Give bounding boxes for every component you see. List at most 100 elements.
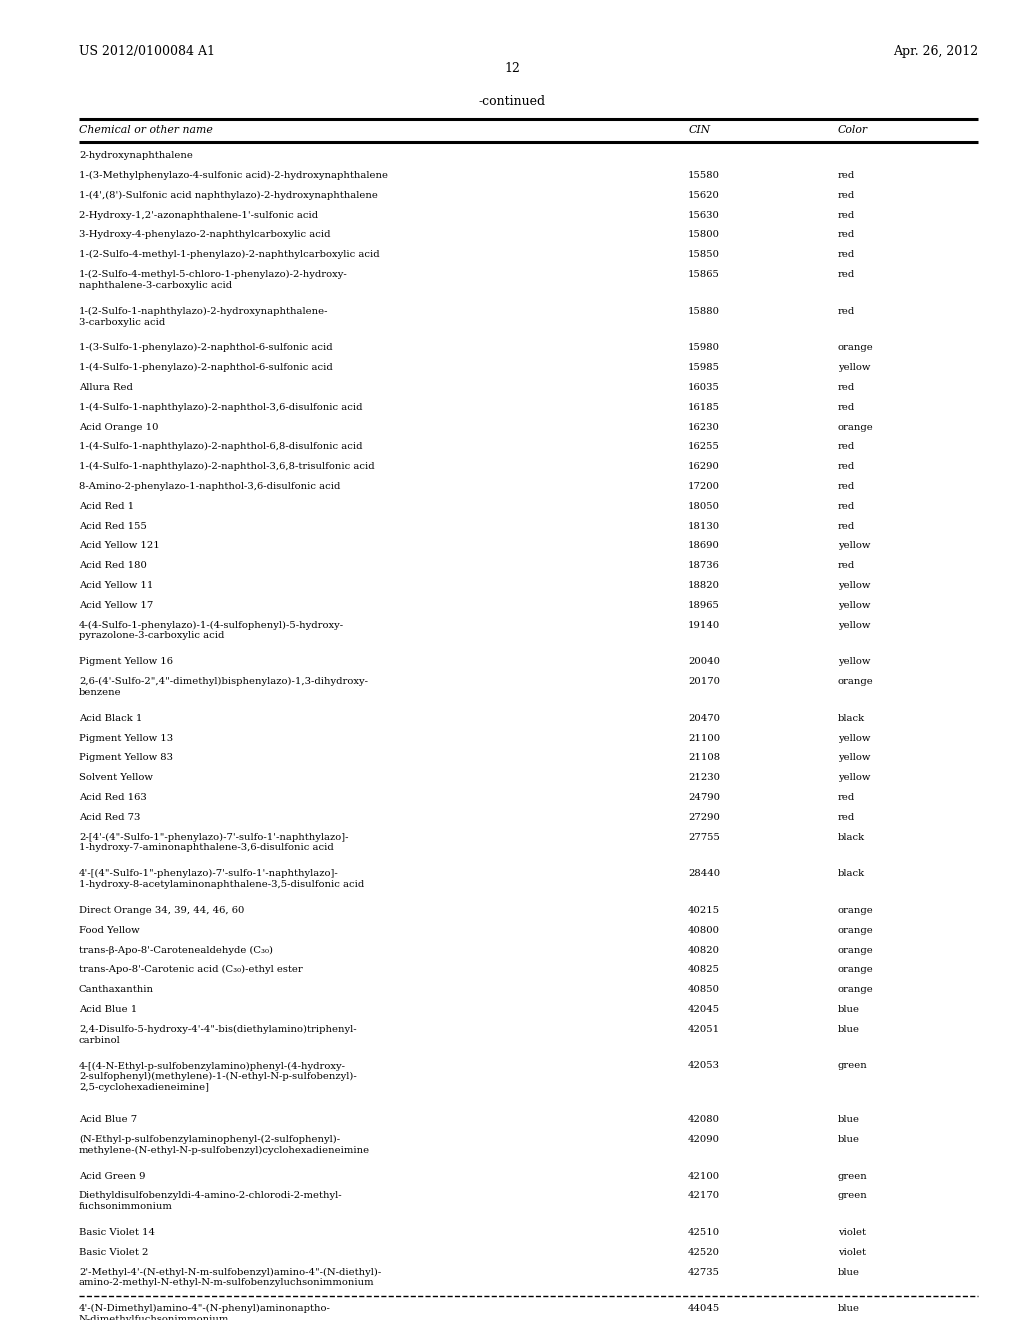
- Text: 27755: 27755: [688, 833, 720, 842]
- Text: 15630: 15630: [688, 211, 720, 219]
- Text: green: green: [838, 1192, 867, 1200]
- Text: blue: blue: [838, 1267, 859, 1276]
- Text: black: black: [838, 870, 864, 878]
- Text: Basic Violet 14: Basic Violet 14: [79, 1228, 155, 1237]
- Text: 24790: 24790: [688, 793, 720, 803]
- Text: blue: blue: [838, 1135, 859, 1144]
- Text: 21100: 21100: [688, 734, 720, 743]
- Text: 8-Amino-2-phenylazo-1-naphthol-3,6-disulfonic acid: 8-Amino-2-phenylazo-1-naphthol-3,6-disul…: [79, 482, 340, 491]
- Text: 2-[4'-(4"-Sulfo-1"-phenylazo)-7'-sulfo-1'-naphthylazo]-
1-hydroxy-7-aminonaphtha: 2-[4'-(4"-Sulfo-1"-phenylazo)-7'-sulfo-1…: [79, 833, 348, 853]
- Text: Chemical or other name: Chemical or other name: [79, 125, 213, 135]
- Text: 16035: 16035: [688, 383, 720, 392]
- Text: 18050: 18050: [688, 502, 720, 511]
- Text: 42053: 42053: [688, 1061, 720, 1071]
- Text: 21108: 21108: [688, 754, 720, 763]
- Text: CIN: CIN: [688, 125, 711, 135]
- Text: 1-(4-Sulfo-1-phenylazo)-2-naphthol-6-sulfonic acid: 1-(4-Sulfo-1-phenylazo)-2-naphthol-6-sul…: [79, 363, 333, 372]
- Text: blue: blue: [838, 1005, 859, 1014]
- Text: 42510: 42510: [688, 1228, 720, 1237]
- Text: 2,6-(4'-Sulfo-2",4"-dimethyl)bisphenylazo)-1,3-dihydroxy-
benzene: 2,6-(4'-Sulfo-2",4"-dimethyl)bisphenylaz…: [79, 677, 368, 697]
- Text: Pigment Yellow 16: Pigment Yellow 16: [79, 657, 173, 667]
- Text: Acid Red 155: Acid Red 155: [79, 521, 146, 531]
- Text: 18736: 18736: [688, 561, 720, 570]
- Text: Basic Violet 2: Basic Violet 2: [79, 1247, 148, 1257]
- Text: 42170: 42170: [688, 1192, 720, 1200]
- Text: 42735: 42735: [688, 1267, 720, 1276]
- Text: 44045: 44045: [688, 1304, 720, 1313]
- Text: 42520: 42520: [688, 1247, 720, 1257]
- Text: 4'-(N-Dimethyl)amino-4"-(N-phenyl)aminonaptho-
N-dimethylfuchsonimmonium: 4'-(N-Dimethyl)amino-4"-(N-phenyl)aminon…: [79, 1304, 331, 1320]
- Text: -continued: -continued: [478, 95, 546, 108]
- Text: Acid Blue 7: Acid Blue 7: [79, 1115, 137, 1125]
- Text: black: black: [838, 833, 864, 842]
- Text: Direct Orange 34, 39, 44, 46, 60: Direct Orange 34, 39, 44, 46, 60: [79, 906, 244, 915]
- Text: Pigment Yellow 83: Pigment Yellow 83: [79, 754, 173, 763]
- Text: 2-Hydroxy-1,2'-azonaphthalene-1'-sulfonic acid: 2-Hydroxy-1,2'-azonaphthalene-1'-sulfoni…: [79, 211, 318, 219]
- Text: Acid Blue 1: Acid Blue 1: [79, 1005, 137, 1014]
- Text: 19140: 19140: [688, 620, 720, 630]
- Text: yellow: yellow: [838, 754, 870, 763]
- Text: 16185: 16185: [688, 403, 720, 412]
- Text: 21230: 21230: [688, 774, 720, 783]
- Text: red: red: [838, 231, 855, 239]
- Text: Solvent Yellow: Solvent Yellow: [79, 774, 153, 783]
- Text: 15850: 15850: [688, 251, 720, 259]
- Text: 2'-Methyl-4'-(N-ethyl-N-m-sulfobenzyl)amino-4"-(N-diethyl)-
amino-2-methyl-N-eth: 2'-Methyl-4'-(N-ethyl-N-m-sulfobenzyl)am…: [79, 1267, 381, 1287]
- Text: orange: orange: [838, 925, 873, 935]
- Text: 15880: 15880: [688, 306, 720, 315]
- Text: red: red: [838, 190, 855, 199]
- Text: 15620: 15620: [688, 190, 720, 199]
- Text: Diethyldisulfobenzyldi-4-amino-2-chlorodi-2-methyl-
fuchsonimmonium: Diethyldisulfobenzyldi-4-amino-2-chlorod…: [79, 1192, 342, 1210]
- Text: 40215: 40215: [688, 906, 720, 915]
- Text: 16230: 16230: [688, 422, 720, 432]
- Text: 1-(2-Sulfo-1-naphthylazo)-2-hydroxynaphthalene-
3-carboxylic acid: 1-(2-Sulfo-1-naphthylazo)-2-hydroxynapht…: [79, 306, 329, 326]
- Text: red: red: [838, 306, 855, 315]
- Text: Pigment Yellow 13: Pigment Yellow 13: [79, 734, 173, 743]
- Text: 42051: 42051: [688, 1024, 720, 1034]
- Text: green: green: [838, 1061, 867, 1071]
- Text: 42045: 42045: [688, 1005, 720, 1014]
- Text: orange: orange: [838, 422, 873, 432]
- Text: orange: orange: [838, 965, 873, 974]
- Text: red: red: [838, 383, 855, 392]
- Text: (N-Ethyl-p-sulfobenzylaminophenyl-(2-sulfophenyl)-
methylene-(N-ethyl-N-p-sulfob: (N-Ethyl-p-sulfobenzylaminophenyl-(2-sul…: [79, 1135, 370, 1155]
- Text: red: red: [838, 462, 855, 471]
- Text: Acid Green 9: Acid Green 9: [79, 1172, 145, 1180]
- Text: 18820: 18820: [688, 581, 720, 590]
- Text: Allura Red: Allura Red: [79, 383, 133, 392]
- Text: red: red: [838, 251, 855, 259]
- Text: Acid Orange 10: Acid Orange 10: [79, 422, 159, 432]
- Text: red: red: [838, 442, 855, 451]
- Text: 28440: 28440: [688, 870, 720, 878]
- Text: US 2012/0100084 A1: US 2012/0100084 A1: [79, 45, 215, 58]
- Text: violet: violet: [838, 1228, 865, 1237]
- Text: Acid Yellow 121: Acid Yellow 121: [79, 541, 160, 550]
- Text: red: red: [838, 502, 855, 511]
- Text: 17200: 17200: [688, 482, 720, 491]
- Text: 18690: 18690: [688, 541, 720, 550]
- Text: Apr. 26, 2012: Apr. 26, 2012: [893, 45, 978, 58]
- Text: 1-(4',(8')-Sulfonic acid naphthylazo)-2-hydroxynaphthalene: 1-(4',(8')-Sulfonic acid naphthylazo)-2-…: [79, 190, 378, 199]
- Text: red: red: [838, 172, 855, 180]
- Text: 16255: 16255: [688, 442, 720, 451]
- Text: Acid Black 1: Acid Black 1: [79, 714, 142, 723]
- Text: red: red: [838, 521, 855, 531]
- Text: Acid Red 180: Acid Red 180: [79, 561, 146, 570]
- Text: red: red: [838, 813, 855, 822]
- Text: 27290: 27290: [688, 813, 720, 822]
- Text: Canthaxanthin: Canthaxanthin: [79, 985, 154, 994]
- Text: 1-(2-Sulfo-4-methyl-1-phenylazo)-2-naphthylcarboxylic acid: 1-(2-Sulfo-4-methyl-1-phenylazo)-2-napht…: [79, 251, 380, 259]
- Text: 1-(4-Sulfo-1-naphthylazo)-2-naphthol-3,6-disulfonic acid: 1-(4-Sulfo-1-naphthylazo)-2-naphthol-3,6…: [79, 403, 362, 412]
- Text: black: black: [838, 714, 864, 723]
- Text: violet: violet: [838, 1247, 865, 1257]
- Text: 2-hydroxynaphthalene: 2-hydroxynaphthalene: [79, 152, 193, 160]
- Text: Acid Red 73: Acid Red 73: [79, 813, 140, 822]
- Text: red: red: [838, 482, 855, 491]
- Text: 20170: 20170: [688, 677, 720, 686]
- Text: yellow: yellow: [838, 657, 870, 667]
- Text: 3-Hydroxy-4-phenylazo-2-naphthylcarboxylic acid: 3-Hydroxy-4-phenylazo-2-naphthylcarboxyl…: [79, 231, 331, 239]
- Text: orange: orange: [838, 677, 873, 686]
- Text: yellow: yellow: [838, 734, 870, 743]
- Text: Acid Yellow 17: Acid Yellow 17: [79, 601, 154, 610]
- Text: 40820: 40820: [688, 945, 720, 954]
